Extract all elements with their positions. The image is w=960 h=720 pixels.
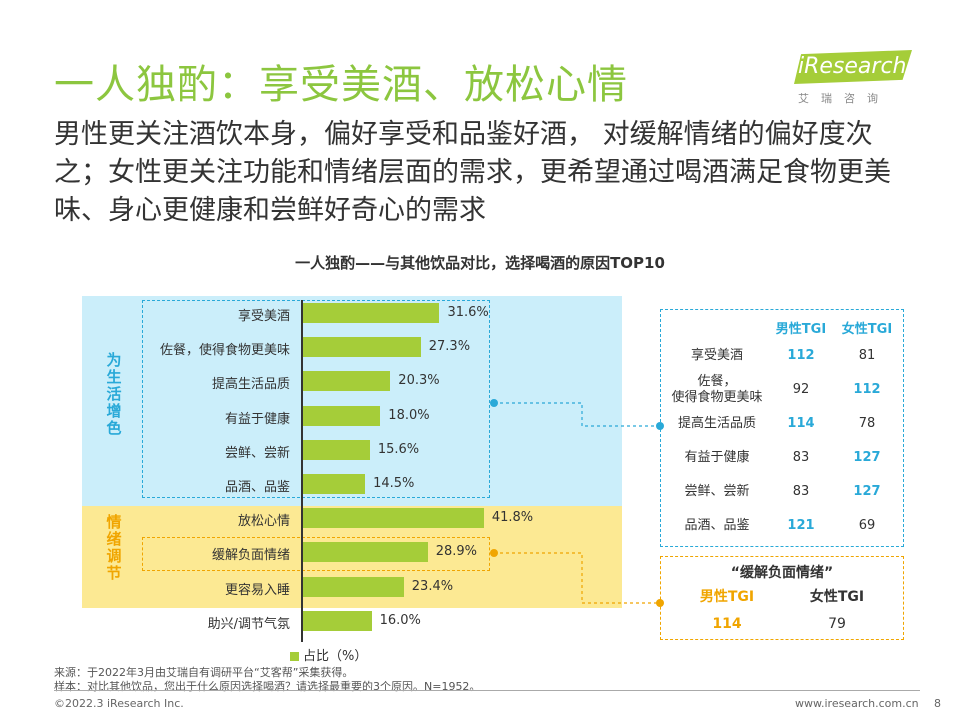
tgi-female-value: 112 — [853, 382, 881, 397]
chart-legend: 占比（%） — [290, 645, 367, 664]
bar — [302, 610, 372, 631]
footer-divider — [54, 690, 920, 691]
page-title: 一人独酌：享受美酒、放松心情 — [54, 62, 628, 108]
bar — [302, 542, 428, 563]
category-label: 更容易入睡 — [224, 582, 290, 598]
bar-value-label: 16.0% — [379, 612, 421, 628]
bar-value-label: 28.9% — [435, 544, 478, 560]
bar — [302, 371, 391, 392]
tgi-row-label: 尝鲜、尝新 — [662, 484, 772, 500]
emotion-male-label: 男性TGI — [699, 589, 755, 605]
tgi-row-label: 有益于健康 — [662, 450, 772, 466]
legend-swatch — [290, 652, 299, 661]
connector-dot-life-start — [490, 399, 498, 407]
chart-title: 一人独酌——与其他饮品对比，选择喝酒的原因TOP10 — [295, 254, 665, 272]
page-subtitle: 男性更关注酒饮本身，偏好享受和品鉴好酒， 对缓解情绪的偏好度次之；女性更关注功能… — [54, 119, 891, 226]
highlight-box-life — [142, 300, 490, 498]
tgi-row-label: 提高生活品质 — [662, 416, 772, 432]
tgi-row-label: 享受美酒 — [662, 348, 772, 364]
bar — [302, 303, 440, 323]
tgi-row-label-line: 使得食物更美味 — [671, 390, 763, 405]
tgi-row-label-line: 品酒、品鉴 — [684, 518, 750, 533]
tgi-male-value: 83 — [792, 484, 810, 499]
tgi-table-box — [660, 309, 904, 547]
tgi-row-label-line: 享受美酒 — [690, 348, 743, 363]
tgi-male-value: 121 — [787, 518, 815, 533]
chart-axis — [301, 300, 303, 642]
tgi-row-label-line: 尝鲜、尝新 — [684, 484, 750, 499]
connector-life — [494, 402, 660, 427]
category-label: 放松心情 — [237, 514, 290, 530]
emotion-male-value: 114 — [712, 616, 742, 632]
category-label: 品酒、品鉴 — [224, 480, 290, 495]
legend-label: 占比（%） — [303, 649, 368, 664]
emotion-tgi-box — [660, 556, 904, 640]
group-label-life: 为生活增色 — [106, 351, 122, 437]
logo-subtext: 艾瑞咨询 — [798, 92, 890, 105]
tgi-male-value: 114 — [787, 416, 815, 431]
tgi-female-value: 127 — [853, 450, 881, 465]
category-label: 助兴/调节气氛 — [207, 616, 290, 632]
tgi-male-value: 112 — [787, 348, 815, 363]
emotion-box-title: “缓解负面情绪” — [730, 565, 834, 581]
bar-value-label: 41.8% — [491, 510, 534, 526]
bar-value-label: 18.0% — [388, 407, 430, 423]
category-label: 佐餐，使得食物更美味 — [159, 343, 290, 359]
tgi-female-value: 78 — [858, 416, 876, 431]
bar-value-label: 14.5% — [373, 476, 415, 491]
tgi-row-label-line: 提高生活品质 — [677, 416, 756, 431]
logo-text: iResearch — [798, 54, 907, 79]
tgi-header-male: 男性TGI — [775, 322, 827, 337]
connector-emotion — [494, 552, 660, 604]
tgi-row-label-line: 有益于健康 — [684, 450, 750, 465]
tgi-male-value: 83 — [792, 450, 810, 465]
category-label: 有益于健康 — [224, 411, 290, 427]
category-label: 缓解负面情绪 — [211, 548, 290, 564]
tgi-row-label: 佐餐， 使得食物更美味 — [662, 374, 772, 406]
footnote-sample: 样本：对比其他饮品，您出于什么原因选择喝酒？请选择最重要的3个原因。N=1952… — [54, 680, 481, 693]
bar — [302, 576, 404, 597]
tgi-row-label-line: 佐餐， — [697, 374, 737, 389]
bar-value-label: 23.4% — [411, 578, 454, 594]
tgi-female-value: 69 — [858, 518, 876, 533]
highlight-box-negative-emotion — [142, 537, 490, 571]
emotion-female-value: 79 — [828, 616, 846, 632]
footer-copyright: ©2022.3 iResearch Inc. — [54, 697, 184, 710]
tgi-female-value: 127 — [853, 484, 881, 499]
bar-value-label: 31.6% — [447, 305, 489, 320]
category-label: 享受美酒 — [237, 309, 290, 324]
group-band-life — [82, 296, 622, 506]
tgi-female-value: 81 — [858, 348, 876, 363]
bar — [302, 405, 381, 426]
bar — [302, 439, 370, 460]
category-label: 尝鲜、尝新 — [224, 445, 290, 461]
bar-value-label: 20.3% — [398, 373, 440, 389]
group-label-emotion: 情绪调节 — [106, 513, 122, 582]
emotion-female-label: 女性TGI — [809, 589, 865, 605]
iresearch-logo: iResearch 艾瑞咨询 — [788, 48, 918, 108]
tgi-male-value: 92 — [792, 382, 810, 397]
tgi-row-label: 品酒、品鉴 — [662, 518, 772, 534]
footer-website: www.iresearch.com.cn — [795, 697, 919, 710]
bar — [302, 337, 421, 358]
footnote-source: 来源：于2022年3月由艾瑞自有调研平台“艾客帮”采集获得。 — [54, 666, 354, 679]
bar-value-label: 27.3% — [428, 339, 471, 355]
bar — [302, 508, 484, 529]
page-number: 8 — [934, 697, 941, 710]
category-label: 提高生活品质 — [211, 377, 290, 393]
bar — [302, 474, 366, 494]
connector-dot-emotion-start — [490, 549, 498, 557]
bar-value-label: 15.6% — [377, 441, 420, 457]
tgi-header-female: 女性TGI — [841, 322, 893, 337]
